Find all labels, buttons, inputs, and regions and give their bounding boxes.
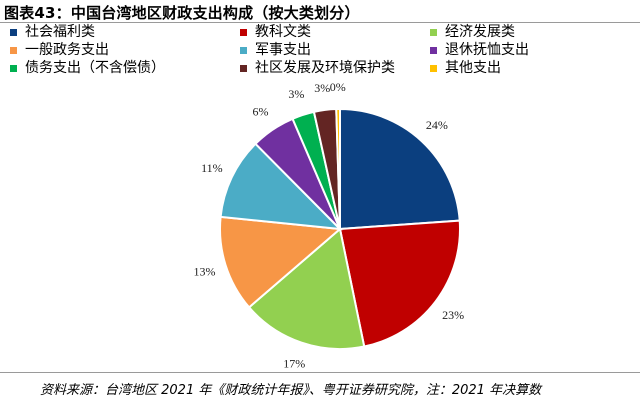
legend-swatch xyxy=(240,28,247,36)
pie-slice xyxy=(247,227,366,350)
slice-percent-label: 23% xyxy=(442,308,464,322)
slice-percent-label: 13% xyxy=(194,265,216,279)
legend-item: 其他支出 xyxy=(430,60,501,76)
legend-item: 经济发展类 xyxy=(430,24,515,40)
legend-label: 经济发展类 xyxy=(445,24,515,40)
legend-label: 社区发展及环境保护类 xyxy=(255,60,395,76)
legend-swatch xyxy=(10,46,17,54)
legend-item: 退休抚恤支出 xyxy=(430,42,529,58)
slice-percent-label: 0% xyxy=(330,80,346,94)
legend-item: 社会福利类 xyxy=(10,24,95,40)
source-note: 资料来源：台湾地区 2021 年《财政统计年报》、粤开证券研究院，注：2021 … xyxy=(40,383,542,398)
legend-item: 教科文类 xyxy=(240,24,311,40)
legend-swatch xyxy=(10,28,17,36)
legend-swatch xyxy=(240,64,247,72)
pie-slice xyxy=(335,107,341,230)
slice-percent-label: 24% xyxy=(426,118,448,132)
source-divider xyxy=(0,372,640,373)
legend-item: 债务支出（不含偿债） xyxy=(10,60,165,76)
legend-swatch xyxy=(430,46,437,54)
legend-label: 退休抚恤支出 xyxy=(445,42,529,58)
legend-item: 一般政务支出 xyxy=(10,42,109,58)
pie-slice xyxy=(339,107,461,231)
legend-label: 军事支出 xyxy=(255,42,311,58)
legend-swatch xyxy=(430,28,437,36)
legend-swatch xyxy=(430,64,437,72)
pie-chart: 24%23%17%13%11%6%3% 3% 0% xyxy=(194,80,465,370)
title-divider xyxy=(0,22,640,23)
legend-label: 一般政务支出 xyxy=(25,42,109,58)
legend-label: 社会福利类 xyxy=(25,24,95,40)
legend-item: 社区发展及环境保护类 xyxy=(240,60,395,76)
legend-label: 教科文类 xyxy=(255,24,311,40)
slice-percent-label: 3% xyxy=(314,81,330,95)
pie-slice xyxy=(219,215,343,309)
slice-percent-label: 6% xyxy=(253,104,269,118)
pie-slice xyxy=(219,142,343,231)
legend-label: 债务支出（不含偿债） xyxy=(25,60,165,76)
chart-title: 图表43：中国台湾地区财政支出构成（按大类划分） xyxy=(4,4,360,22)
pie-slice xyxy=(338,219,461,348)
slice-percent-label: 17% xyxy=(283,356,305,370)
legend-swatch xyxy=(10,64,17,72)
slice-percent-label: 11% xyxy=(201,161,223,175)
slice-percent-label: 3% xyxy=(288,87,304,101)
legend-swatch xyxy=(240,46,247,54)
legend-item: 军事支出 xyxy=(240,42,311,58)
legend-label: 其他支出 xyxy=(445,60,501,76)
